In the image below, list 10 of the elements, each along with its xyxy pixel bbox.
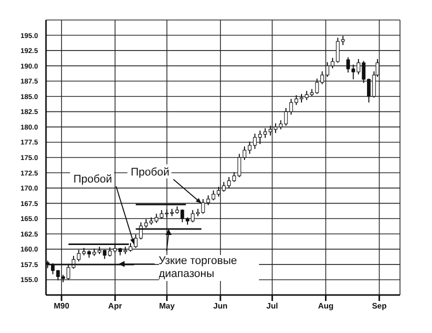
x-tick-label: Jun	[213, 302, 228, 311]
annotation: Узкие торговые диапазоны	[158, 255, 259, 281]
x-tick-label: M90	[54, 302, 70, 311]
annotation: Пробой	[73, 173, 112, 186]
annotation: Пробой	[130, 166, 170, 178]
x-tick-label: Sep	[372, 302, 387, 311]
x-tick-label: Apr	[108, 302, 122, 311]
x-tick-label: Aug	[318, 302, 334, 311]
x-tick-label: May	[159, 302, 176, 311]
x-tick-label: Jul	[266, 302, 278, 311]
